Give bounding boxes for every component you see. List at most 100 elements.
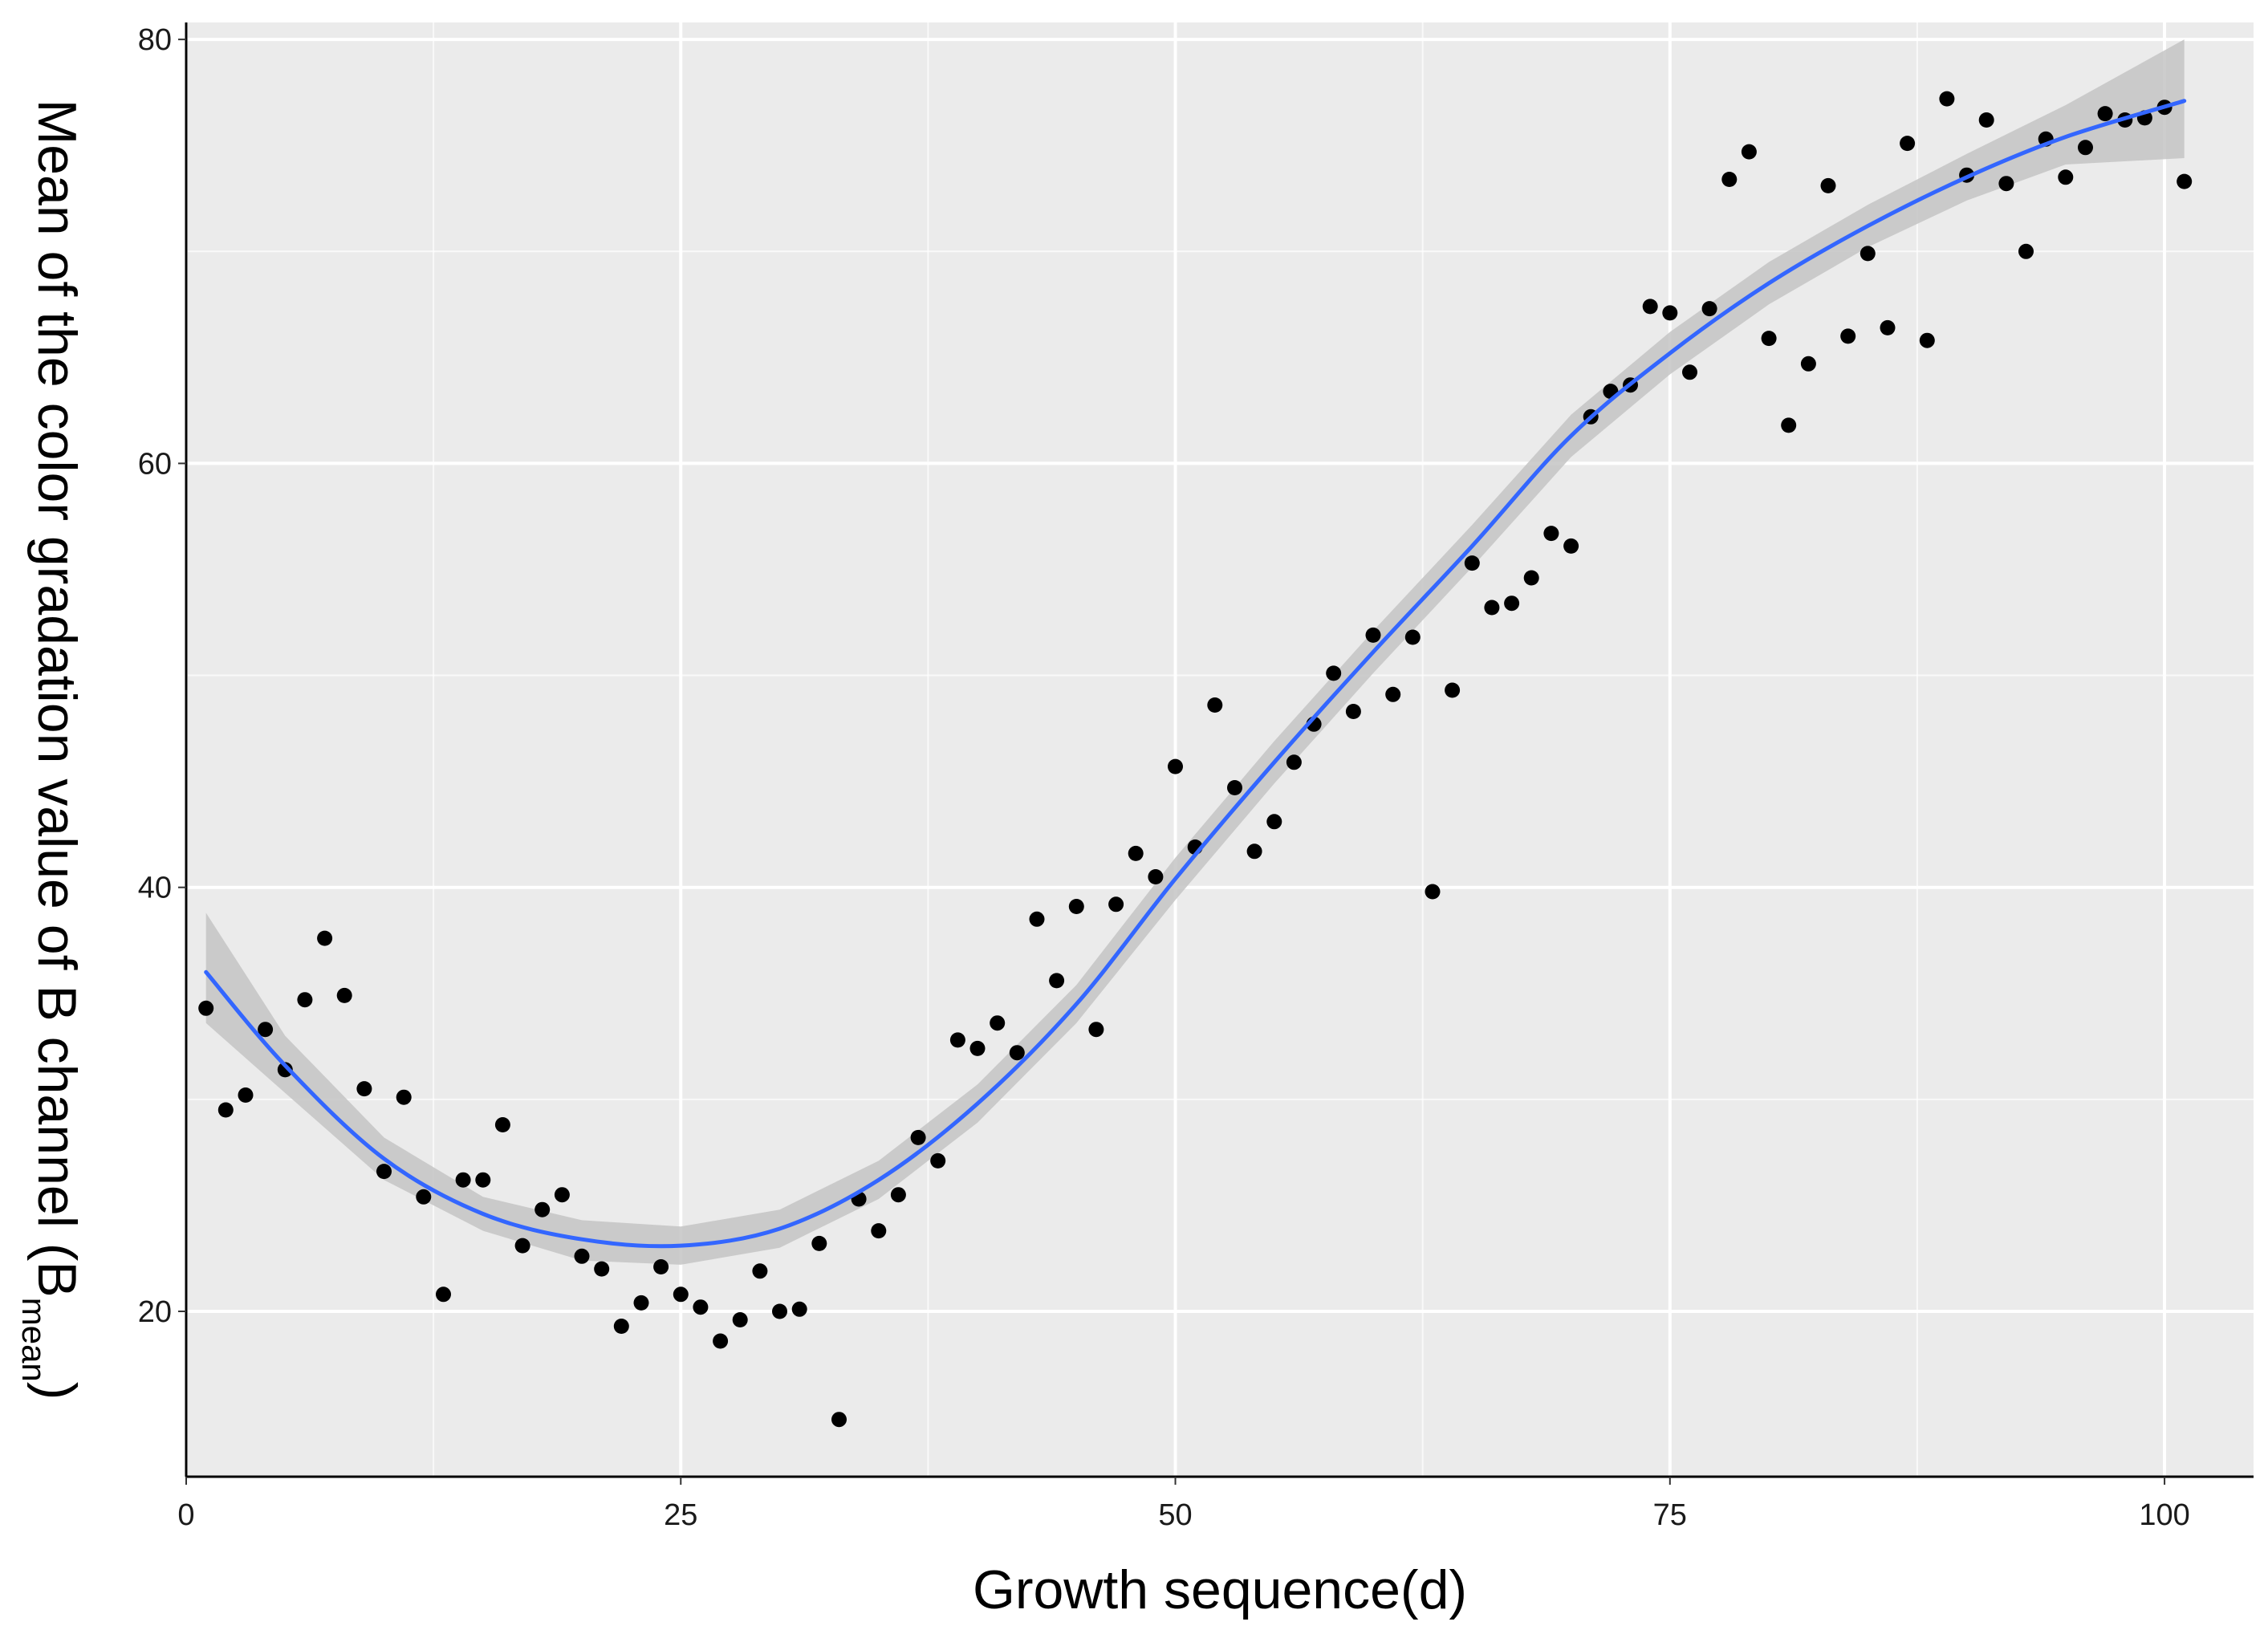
data-point-39 — [969, 1040, 986, 1056]
data-point-100 — [2177, 173, 2193, 189]
y-axis-title-main: Mean of the color gradation value of B c… — [26, 100, 87, 1298]
y-axis-title-subscript: mean — [15, 1298, 53, 1382]
data-point-67 — [1523, 570, 1539, 586]
data-point-52 — [1227, 780, 1242, 795]
data-point-28 — [752, 1263, 768, 1279]
data-point-73 — [1642, 299, 1658, 315]
data-point-59 — [1365, 627, 1381, 643]
data-point-29 — [772, 1303, 787, 1319]
data-point-17 — [534, 1201, 551, 1217]
y-ticks: 20 40 60 80 — [138, 23, 186, 1329]
data-point-22 — [633, 1295, 649, 1311]
data-point-19 — [574, 1248, 590, 1264]
data-point-77 — [1721, 172, 1738, 187]
data-points — [198, 91, 2193, 1428]
data-point-78 — [1741, 144, 1757, 160]
data-point-38 — [949, 1032, 965, 1048]
x-ticks: 0 25 50 75 100 — [177, 1477, 2190, 1532]
grid-major — [185, 22, 2254, 1477]
y-tick-label-2: 60 — [138, 447, 172, 481]
data-point-9 — [376, 1164, 392, 1180]
data-point-13 — [455, 1172, 471, 1188]
data-point-41 — [1009, 1045, 1025, 1061]
data-point-48 — [1148, 869, 1164, 884]
data-point-86 — [1900, 136, 1916, 152]
data-point-79 — [1761, 331, 1777, 347]
data-point-24 — [673, 1286, 689, 1303]
data-point-3 — [258, 1022, 274, 1038]
data-point-55 — [1286, 754, 1302, 770]
data-point-15 — [494, 1117, 510, 1132]
data-point-18 — [554, 1187, 570, 1203]
data-point-8 — [356, 1081, 372, 1097]
data-point-45 — [1088, 1022, 1104, 1038]
data-point-36 — [910, 1129, 926, 1145]
data-point-5 — [297, 992, 313, 1008]
data-point-76 — [1701, 301, 1717, 317]
data-point-11 — [416, 1189, 432, 1205]
data-point-6 — [317, 930, 333, 946]
y-tick-label-1: 40 — [138, 872, 172, 905]
data-point-83 — [1840, 328, 1856, 344]
data-point-62 — [1425, 884, 1441, 900]
data-point-68 — [1543, 526, 1559, 542]
data-point-14 — [475, 1172, 491, 1188]
data-point-84 — [1860, 246, 1876, 262]
data-point-74 — [1662, 305, 1678, 321]
data-point-54 — [1266, 814, 1282, 830]
y-axis-title-suffix: ) — [26, 1382, 87, 1400]
data-point-20 — [594, 1261, 610, 1277]
data-point-80 — [1781, 417, 1797, 433]
y-tick-label-3: 80 — [138, 23, 172, 57]
data-point-27 — [732, 1312, 748, 1327]
data-point-81 — [1800, 356, 1816, 372]
data-point-32 — [831, 1412, 847, 1428]
data-point-1 — [217, 1102, 234, 1118]
data-point-61 — [1404, 629, 1421, 645]
y-axis-title: Mean of the color gradation value of B c… — [15, 100, 87, 1400]
data-point-35 — [890, 1187, 906, 1203]
data-point-40 — [990, 1015, 1006, 1031]
data-point-0 — [198, 1000, 214, 1016]
data-point-47 — [1128, 845, 1144, 861]
data-point-25 — [693, 1299, 709, 1315]
data-point-44 — [1068, 899, 1084, 914]
plot-panel — [186, 22, 2254, 1477]
data-point-49 — [1168, 758, 1183, 774]
smooth-fit-line — [204, 99, 2187, 1249]
y-tick-label-0: 20 — [138, 1295, 172, 1329]
data-point-60 — [1385, 686, 1401, 702]
data-point-26 — [713, 1333, 729, 1349]
data-point-2 — [238, 1087, 254, 1103]
data-point-34 — [871, 1223, 887, 1239]
data-point-85 — [1880, 319, 1896, 335]
data-point-82 — [1820, 177, 1836, 193]
x-tick-label-2: 50 — [1158, 1498, 1192, 1532]
data-point-58 — [1345, 704, 1361, 719]
data-point-31 — [811, 1235, 827, 1251]
data-point-57 — [1326, 665, 1342, 681]
x-tick-label-0: 0 — [177, 1498, 194, 1532]
data-point-12 — [436, 1286, 451, 1303]
data-point-4 — [277, 1062, 293, 1078]
data-point-43 — [1049, 973, 1065, 989]
data-point-16 — [514, 1238, 530, 1254]
data-point-64 — [1464, 555, 1480, 571]
data-point-46 — [1108, 896, 1124, 913]
data-point-10 — [396, 1089, 412, 1105]
x-tick-label-3: 75 — [1653, 1498, 1687, 1532]
data-point-95 — [2078, 140, 2093, 156]
data-point-23 — [653, 1259, 669, 1274]
data-point-65 — [1484, 600, 1500, 616]
data-point-90 — [1978, 112, 1994, 128]
x-axis-title: Growth sequence(d) — [973, 1559, 1467, 1620]
data-point-92 — [2018, 243, 2034, 259]
data-point-37 — [930, 1152, 946, 1169]
data-point-91 — [1998, 176, 2014, 192]
data-point-53 — [1246, 843, 1262, 860]
data-point-63 — [1445, 682, 1461, 698]
x-tick-label-1: 25 — [664, 1498, 697, 1532]
data-point-66 — [1504, 595, 1520, 612]
data-point-87 — [1919, 332, 1935, 348]
